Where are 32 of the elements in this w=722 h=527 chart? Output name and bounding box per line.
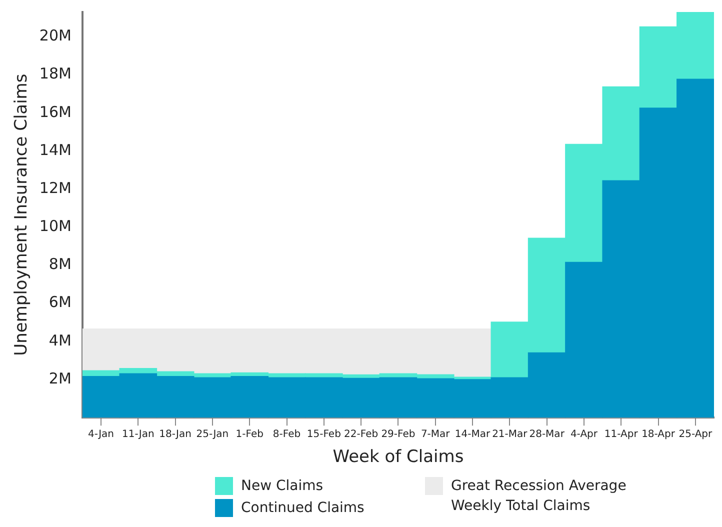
y-tick-label: 18M <box>39 64 72 83</box>
x-tick-label: 4-Apr <box>570 429 598 440</box>
x-tick-label: 7-Mar <box>420 429 451 440</box>
x-tick-label: 11-Apr <box>604 429 639 440</box>
legend-label: Continued Claims <box>241 499 364 518</box>
x-tick-label: 18-Apr <box>642 429 676 440</box>
x-tick-label: 8-Feb <box>272 429 301 440</box>
x-axis-title: Week of Claims <box>332 447 464 468</box>
legend-label: Great Recession Average Weekly Total Claims <box>451 477 628 516</box>
x-tick-label: 22-Feb <box>344 429 378 440</box>
x-tick-label: 15-Feb <box>306 429 341 440</box>
y-tick-label: 6M <box>48 293 72 312</box>
y-tick-label: 12M <box>39 178 72 197</box>
x-tick-label: 11-Jan <box>122 429 154 440</box>
y-tick-label: 10M <box>39 217 72 236</box>
y-axis-title: Unemployment Insurance Claims <box>12 74 32 356</box>
x-tick-label: 18-Jan <box>159 429 192 440</box>
legend-label: New Claims <box>241 477 324 496</box>
y-tick-label: 16M <box>39 102 72 121</box>
x-tick-label: 28-Mar <box>529 429 566 440</box>
x-tick-label: 14-Mar <box>454 429 492 440</box>
y-tick-label: 14M <box>39 140 72 159</box>
y-tick-label: 8M <box>48 255 72 274</box>
x-tick-label: 25-Apr <box>678 429 714 440</box>
y-tick-label: 2M <box>48 369 72 388</box>
x-tick-label: 21-Mar <box>492 429 528 440</box>
x-tick-label: 29-Feb <box>381 429 416 440</box>
x-tick-label: 1-Feb <box>236 429 264 440</box>
x-tick-label: 4-Jan <box>88 429 114 440</box>
y-tick-label: 20M <box>39 26 72 45</box>
x-tick-label: 25-Jan <box>196 429 229 440</box>
y-tick-label: 4M <box>48 331 72 350</box>
